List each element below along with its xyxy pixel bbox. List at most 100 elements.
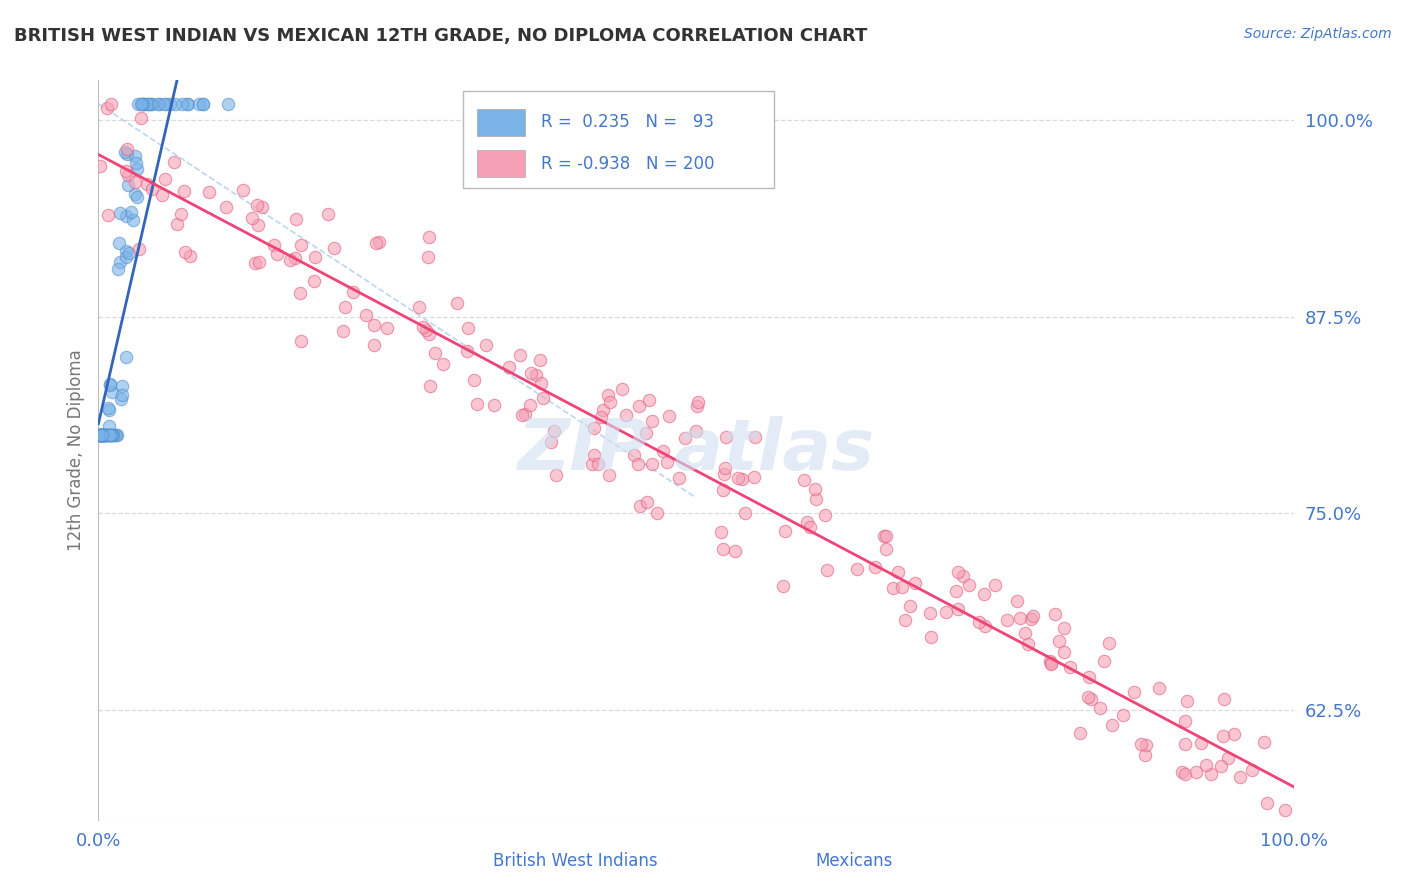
Point <box>1053 645 1076 659</box>
Point <box>995 614 1018 628</box>
Point <box>711 542 734 557</box>
Point <box>217 96 239 111</box>
Point <box>139 96 162 111</box>
Point <box>515 407 537 421</box>
Point <box>920 630 942 644</box>
Point <box>598 468 620 483</box>
Point <box>93 427 115 442</box>
Point <box>94 427 117 442</box>
Point <box>153 171 176 186</box>
Point <box>419 379 441 393</box>
Point <box>135 96 157 111</box>
Point <box>530 376 553 390</box>
Point <box>1256 796 1278 810</box>
Point <box>333 300 356 314</box>
Point <box>614 409 637 423</box>
Point <box>115 142 138 156</box>
Point <box>1147 681 1170 695</box>
Text: BRITISH WEST INDIAN VS MEXICAN 12TH GRADE, NO DIPLOMA CORRELATION CHART: BRITISH WEST INDIAN VS MEXICAN 12TH GRAD… <box>14 27 868 45</box>
Point <box>731 472 754 486</box>
Point <box>132 96 155 111</box>
Point <box>288 286 311 301</box>
Point <box>1077 670 1099 684</box>
Point <box>98 377 121 392</box>
Point <box>117 178 139 193</box>
Point <box>363 338 385 352</box>
Point <box>263 238 285 252</box>
Point <box>98 377 121 392</box>
Point <box>1195 757 1218 772</box>
FancyBboxPatch shape <box>477 150 524 177</box>
Point <box>418 327 440 342</box>
Point <box>1185 765 1208 780</box>
Point <box>974 619 997 633</box>
Point <box>581 458 603 472</box>
Point <box>1175 694 1198 708</box>
Point <box>302 274 325 288</box>
Point <box>463 373 485 387</box>
Point <box>125 156 148 170</box>
Point <box>1017 637 1039 651</box>
Point <box>304 251 326 265</box>
Point <box>586 458 609 472</box>
Point <box>89 427 111 442</box>
Point <box>865 559 887 574</box>
Point <box>127 96 149 111</box>
Text: R = -0.938   N = 200: R = -0.938 N = 200 <box>541 154 714 172</box>
Point <box>246 198 269 212</box>
Point <box>641 457 664 471</box>
Point <box>163 155 186 169</box>
Point <box>1201 766 1223 780</box>
Point <box>887 565 910 579</box>
FancyBboxPatch shape <box>786 858 810 876</box>
Point <box>686 399 709 413</box>
Point <box>1077 690 1099 704</box>
Point <box>342 285 364 299</box>
Point <box>651 444 673 458</box>
Point <box>136 177 159 191</box>
Point <box>166 217 188 231</box>
Point <box>903 576 925 591</box>
Point <box>815 563 838 577</box>
Point <box>583 448 606 462</box>
Point <box>655 455 678 469</box>
Point <box>290 334 312 348</box>
Point <box>724 544 747 558</box>
Point <box>179 249 201 263</box>
Point <box>110 392 132 406</box>
Point <box>544 467 567 482</box>
Point <box>418 250 440 264</box>
Point <box>121 213 143 227</box>
Point <box>100 427 122 442</box>
Point <box>90 427 112 442</box>
Point <box>91 427 114 442</box>
Point <box>1047 633 1070 648</box>
Point <box>366 236 388 251</box>
Point <box>173 244 195 259</box>
Point <box>266 246 288 260</box>
Point <box>1101 718 1123 732</box>
Point <box>91 427 114 442</box>
Point <box>152 96 174 111</box>
Point <box>138 96 160 111</box>
Point <box>93 427 115 442</box>
Point <box>1189 736 1212 750</box>
Point <box>457 321 479 335</box>
Text: R =  0.235   N =   93: R = 0.235 N = 93 <box>541 113 714 131</box>
Point <box>920 606 942 620</box>
Point <box>115 209 138 223</box>
Point <box>111 379 134 393</box>
Point <box>150 187 173 202</box>
Point <box>131 96 153 111</box>
Point <box>176 96 198 111</box>
Point <box>727 471 749 485</box>
Point <box>935 605 957 619</box>
Point <box>232 183 254 197</box>
Point <box>250 200 273 214</box>
Point <box>240 211 263 225</box>
Point <box>1135 738 1157 752</box>
Point <box>599 395 621 409</box>
Point <box>91 427 114 442</box>
Point <box>332 324 354 338</box>
Point <box>97 427 120 442</box>
